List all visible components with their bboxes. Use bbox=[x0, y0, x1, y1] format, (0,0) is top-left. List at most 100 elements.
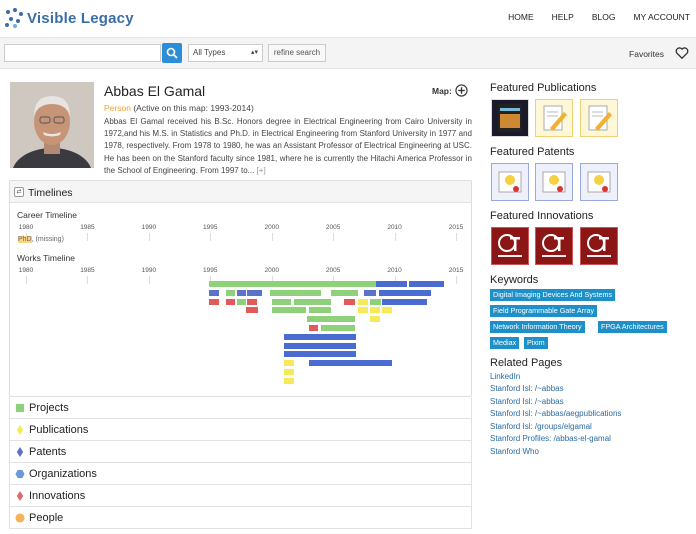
nav-home[interactable]: HOME bbox=[508, 12, 534, 22]
work-bar-organization[interactable] bbox=[378, 289, 432, 296]
work-bar-patent[interactable] bbox=[237, 289, 246, 296]
featured-innovation-thumb[interactable] bbox=[491, 227, 529, 265]
featured-patent-thumb[interactable] bbox=[580, 163, 618, 201]
work-bar-project[interactable] bbox=[209, 281, 377, 287]
work-bar-organization[interactable] bbox=[409, 281, 444, 287]
related-link[interactable]: Stanford Isl: /~abbas/aegpublications bbox=[490, 409, 622, 418]
work-bar-patent[interactable] bbox=[247, 289, 262, 296]
work-bar-organization[interactable] bbox=[284, 333, 357, 340]
axis-gridline bbox=[87, 233, 89, 241]
axis-gridline bbox=[210, 276, 212, 284]
category-row-publications[interactable]: Publications bbox=[9, 419, 472, 441]
work-bar-project[interactable] bbox=[308, 307, 331, 314]
category-row-people[interactable]: People bbox=[9, 507, 472, 529]
patent-certificate-icon bbox=[542, 171, 566, 193]
work-bar-publication[interactable] bbox=[357, 307, 368, 314]
featured-innovation-thumb[interactable] bbox=[580, 227, 618, 265]
category-row-patents[interactable]: Patents bbox=[9, 441, 472, 463]
work-bar-organization[interactable] bbox=[284, 342, 357, 349]
work-bar-project[interactable] bbox=[271, 307, 307, 314]
featured-patent-thumb[interactable] bbox=[535, 163, 573, 201]
keyword-tag[interactable]: FPGA Architectures bbox=[598, 321, 667, 333]
timelines-title: Timelines bbox=[28, 187, 73, 199]
work-bar-project[interactable] bbox=[270, 289, 321, 296]
work-bar-innovation[interactable] bbox=[247, 298, 257, 305]
diamond-icon bbox=[16, 491, 24, 501]
bio-expand-link[interactable]: [+] bbox=[256, 165, 266, 175]
work-bar-project[interactable] bbox=[226, 289, 235, 296]
axis-gridline bbox=[333, 233, 335, 241]
work-bar-patent[interactable] bbox=[363, 289, 377, 296]
type-select[interactable]: All Types ▴▾ bbox=[188, 44, 263, 62]
work-bar-project[interactable] bbox=[271, 298, 292, 305]
category-row-projects[interactable]: Projects bbox=[9, 397, 472, 419]
featured-publication-thumb[interactable] bbox=[491, 99, 529, 137]
work-bar-publication[interactable] bbox=[382, 307, 393, 314]
keyword-tag[interactable]: Pixim bbox=[524, 337, 548, 349]
featured-innovation-thumb[interactable] bbox=[535, 227, 573, 265]
work-bar-project[interactable] bbox=[307, 316, 356, 323]
work-bar-publication[interactable] bbox=[284, 377, 294, 384]
career-timeline-label: Career Timeline bbox=[17, 210, 77, 220]
work-bar-publication[interactable] bbox=[284, 360, 294, 367]
map-label: Map: bbox=[432, 86, 452, 96]
work-bar-project[interactable] bbox=[293, 298, 331, 305]
related-link[interactable]: Stanford Isl: /~abbas bbox=[490, 384, 564, 393]
nav-help[interactable]: HELP bbox=[551, 12, 574, 22]
related-link[interactable]: LinkedIn bbox=[490, 372, 521, 381]
work-bar-organization[interactable] bbox=[382, 298, 427, 305]
search-button[interactable] bbox=[162, 43, 182, 63]
favorites-label[interactable]: Favorites bbox=[629, 49, 664, 59]
work-bar-innovation[interactable] bbox=[226, 298, 235, 305]
work-bar-publication[interactable] bbox=[370, 307, 380, 314]
axis-tick-label: 1985 bbox=[80, 267, 95, 274]
axis-tick-label: 2000 bbox=[264, 267, 279, 274]
timelines-header[interactable]: ⇄ Timelines bbox=[10, 181, 471, 203]
keyword-tag[interactable]: Field Programmable Gate Array bbox=[490, 305, 598, 317]
nav-blog[interactable]: BLOG bbox=[591, 12, 616, 22]
featured-patent-thumb[interactable] bbox=[491, 163, 529, 201]
related-link[interactable]: Stanford Profiles: /abbas-el-gamal bbox=[490, 434, 611, 443]
search-input[interactable] bbox=[4, 44, 161, 62]
axis-tick-label: 1980 bbox=[18, 267, 34, 274]
career-entry[interactable]: PhD, (missing) bbox=[18, 236, 64, 243]
site-logo[interactable]: Visible Legacy bbox=[4, 7, 134, 29]
featured-publication-thumb[interactable] bbox=[535, 99, 573, 137]
work-bar-patent[interactable] bbox=[209, 289, 219, 296]
keyword-tag[interactable]: Mediax bbox=[490, 337, 520, 349]
work-bar-organization[interactable] bbox=[376, 281, 407, 287]
keyword-tag[interactable]: Digital Imaging Devices And Systems bbox=[490, 289, 616, 301]
works-timeline bbox=[18, 281, 464, 393]
patent-certificate-icon bbox=[498, 171, 522, 193]
work-bar-organization[interactable] bbox=[284, 351, 357, 358]
work-bar-innovation[interactable] bbox=[344, 298, 356, 305]
work-bar-publication[interactable] bbox=[284, 369, 294, 375]
axis-gridline bbox=[148, 233, 150, 241]
heart-icon[interactable] bbox=[675, 46, 689, 60]
category-row-innovations[interactable]: Innovations bbox=[9, 485, 472, 507]
bio-text: Abbas El Gamal received his B.Sc. Honors… bbox=[104, 117, 472, 175]
refine-search-button[interactable]: refine search bbox=[268, 44, 326, 62]
work-bar-project[interactable] bbox=[237, 298, 246, 305]
category-row-organizations[interactable]: Organizations bbox=[9, 463, 472, 485]
work-bar-innovation[interactable] bbox=[245, 307, 259, 314]
map-add-icon[interactable] bbox=[455, 84, 468, 97]
work-bar-publication[interactable] bbox=[370, 316, 380, 323]
nav-my-account[interactable]: MY ACCOUNT bbox=[633, 12, 690, 22]
type-select-value: All Types bbox=[193, 48, 226, 57]
otl-logo-icon bbox=[492, 228, 528, 264]
work-bar-innovation[interactable] bbox=[209, 298, 219, 305]
related-link[interactable]: Stanford Isl: /groups/elgamal bbox=[490, 422, 592, 431]
axis-tick-label: 2010 bbox=[387, 224, 402, 231]
keyword-tag[interactable]: Network Information Theory bbox=[490, 321, 585, 333]
related-link[interactable]: Stanford Isl: /~abbas bbox=[490, 397, 564, 406]
featured-publication-thumb[interactable] bbox=[580, 99, 618, 137]
person-type[interactable]: Person bbox=[104, 103, 131, 113]
work-bar-organization[interactable] bbox=[308, 360, 393, 367]
related-link[interactable]: Stanford Who bbox=[490, 447, 539, 456]
work-bar-innovation[interactable] bbox=[308, 325, 319, 331]
work-bar-publication[interactable] bbox=[357, 298, 368, 305]
work-bar-project[interactable] bbox=[370, 298, 382, 305]
work-bar-project[interactable] bbox=[320, 325, 356, 331]
work-bar-project[interactable] bbox=[330, 289, 358, 296]
